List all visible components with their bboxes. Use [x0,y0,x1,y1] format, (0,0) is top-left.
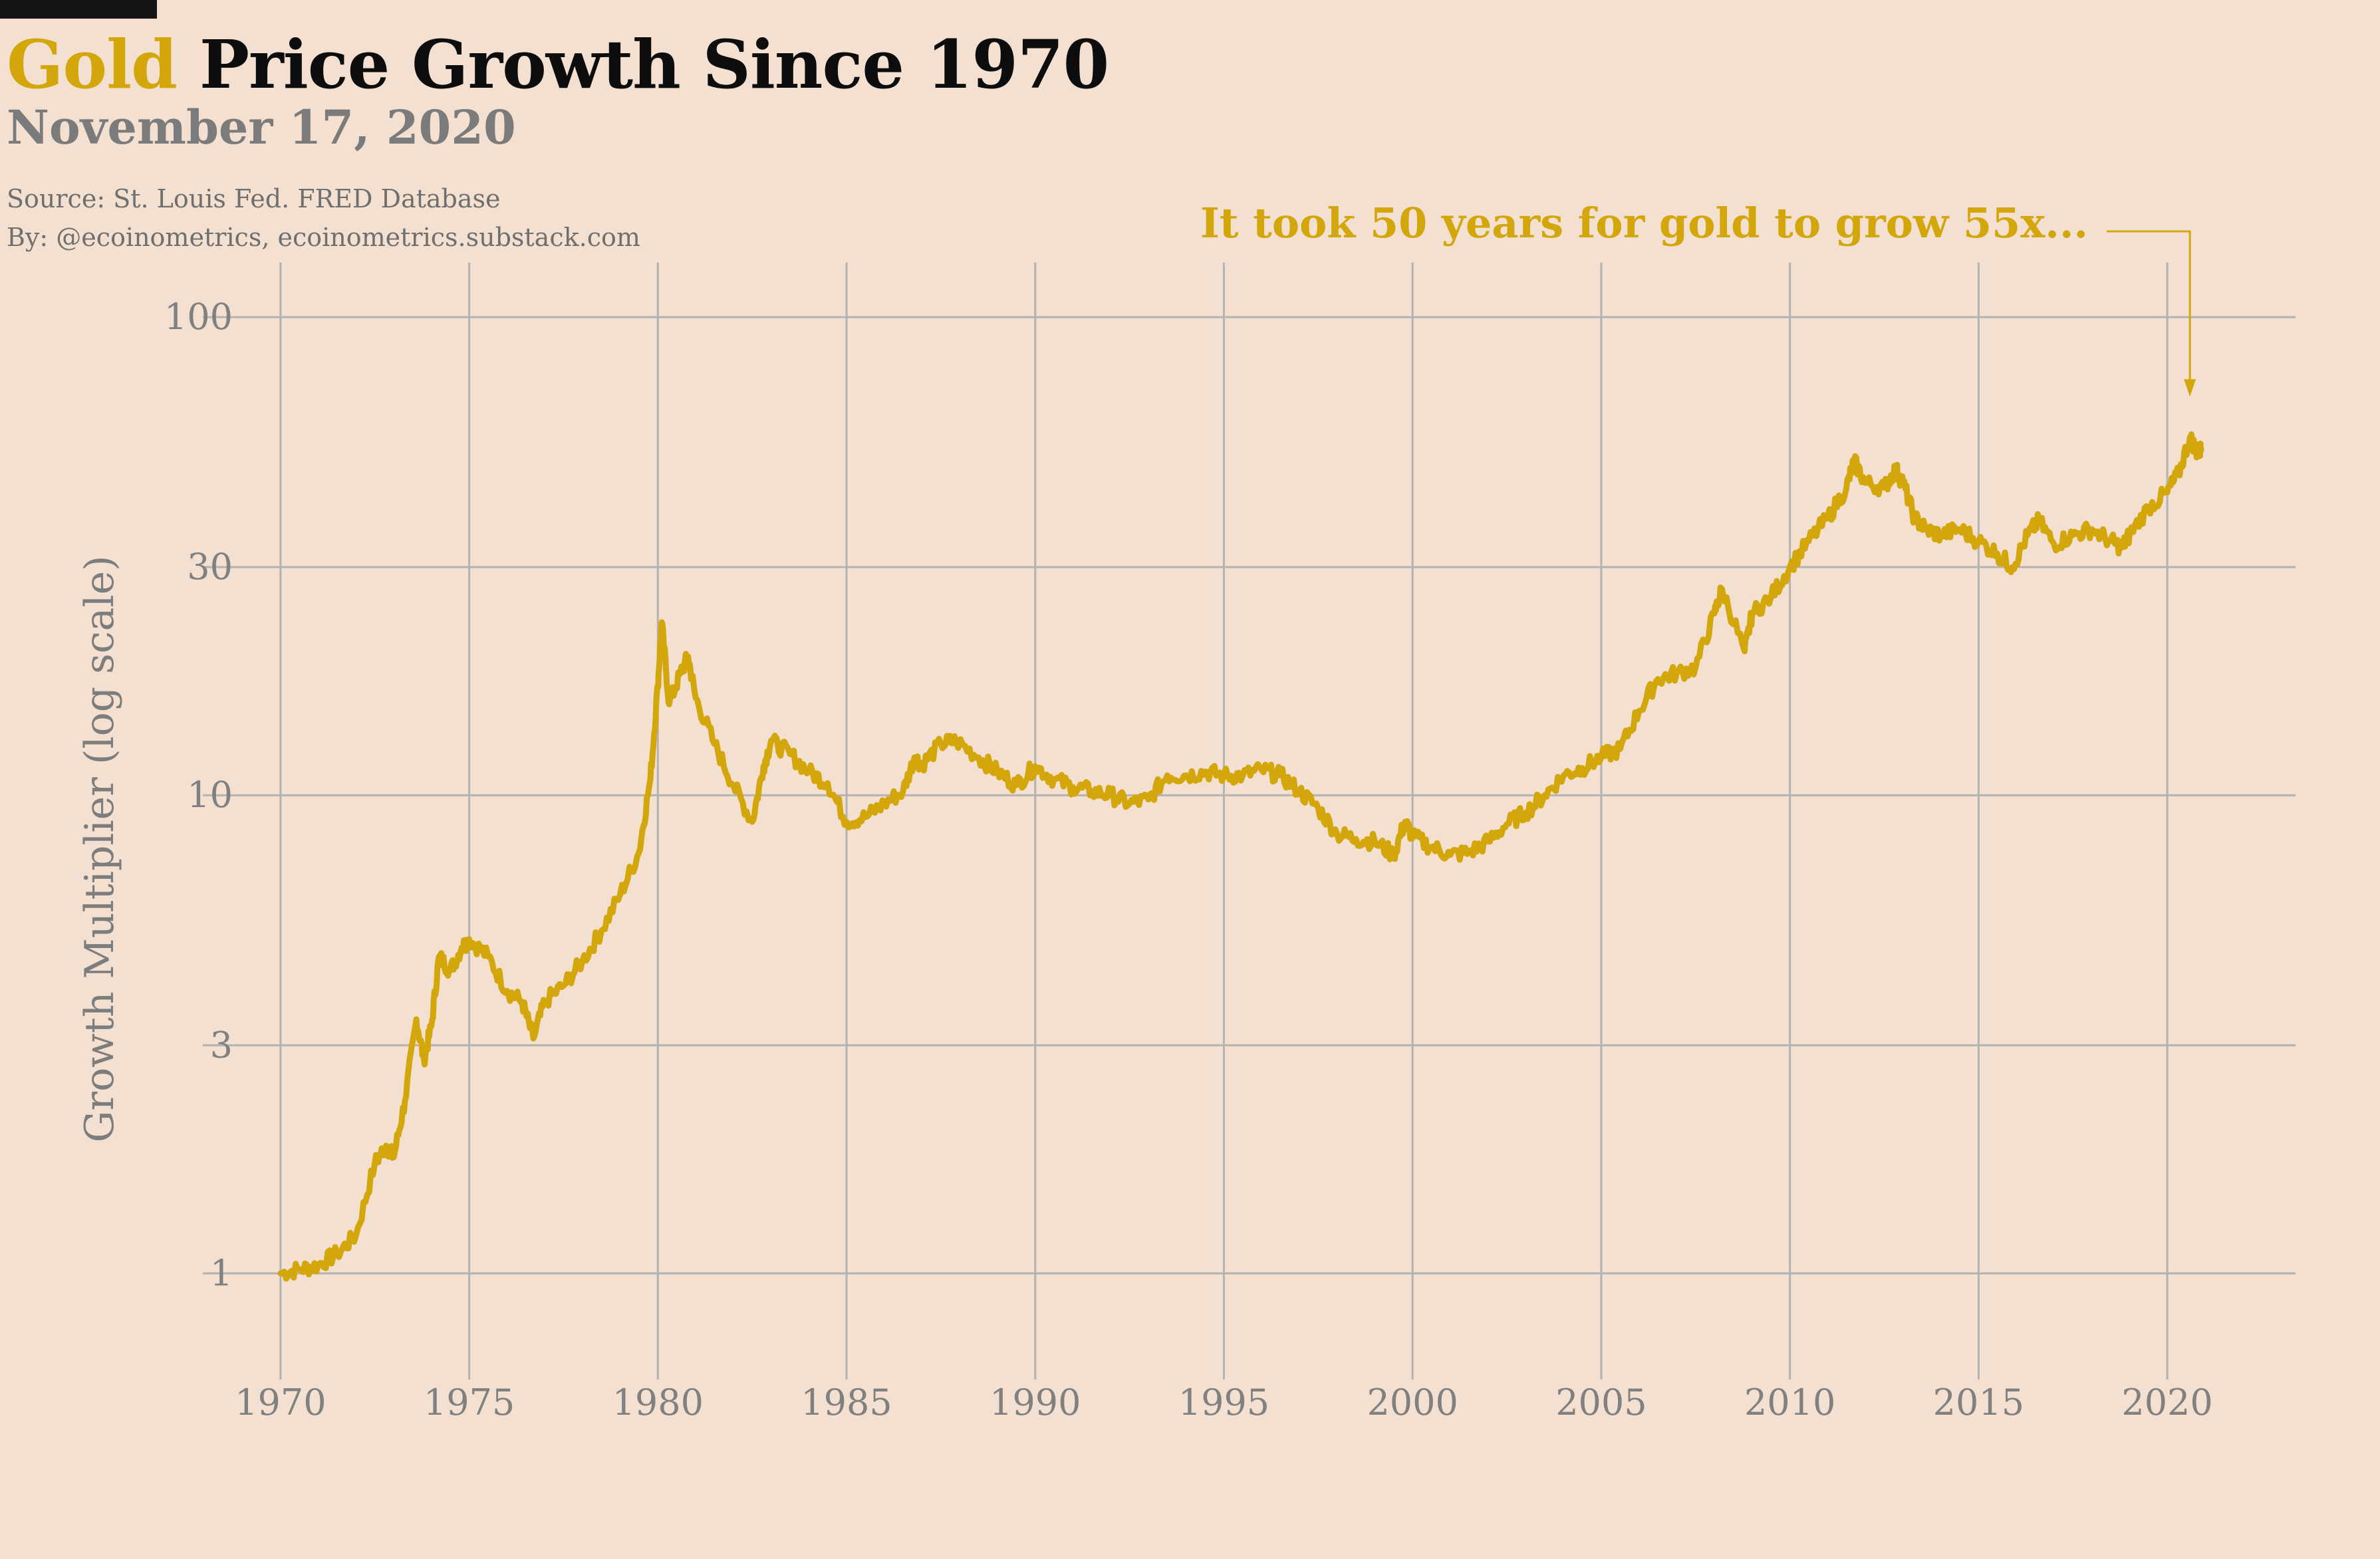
page-subtitle: November 17, 2020 [7,100,516,155]
grid-layer [203,263,2296,1379]
x-tick-label: 1970 [235,1381,326,1423]
annotation-layer: It took 50 years for gold to grow 55x... [1200,199,2196,397]
title-rest: Price Growth Since 1970 [177,25,1109,104]
x-tick-label: 2020 [2121,1381,2212,1423]
x-tick-label: 1980 [612,1381,704,1423]
top-accent-bar [0,0,157,19]
x-tick-label: 2005 [1555,1381,1647,1423]
source-line: Source: St. Louis Fed. FRED Database [7,184,501,213]
y-tick-label: 30 [187,546,233,588]
x-tick-label: 2010 [1744,1381,1835,1423]
x-tick-label: 2000 [1367,1381,1458,1423]
annotation-arrowhead [2184,379,2196,397]
gold-price-line [277,431,2204,1282]
annotation-leader-line [2107,230,2191,384]
series-layer [277,431,2204,1282]
y-axis-label: Growth Multiplier (log scale) [76,555,123,1142]
source-block: Source: St. Louis Fed. FRED Database By:… [7,180,640,257]
x-tick-label: 1975 [424,1381,515,1423]
annotation-text: It took 50 years for gold to grow 55x... [1200,199,2088,247]
y-tick-label: 1 [210,1252,233,1294]
page-title: Gold Price Growth Since 1970 [7,25,1109,104]
y-tick-label: 100 [164,296,233,338]
y-tick-label: 10 [187,774,233,816]
y-tick-label: 3 [210,1024,233,1066]
x-tick-label: 1990 [990,1381,1081,1423]
x-tick-label: 1985 [801,1381,892,1423]
title-highlight: Gold [7,25,178,104]
x-tick-label: 2015 [1933,1381,2024,1423]
x-tick-label: 1995 [1178,1381,1269,1423]
tick-label-layer: 1970 1975 1980 1985 1990 1995 2000 2005 2010 2015… [164,296,2213,1423]
by-line: By: @ecoinometrics, ecoinometrics.substa… [7,223,640,252]
